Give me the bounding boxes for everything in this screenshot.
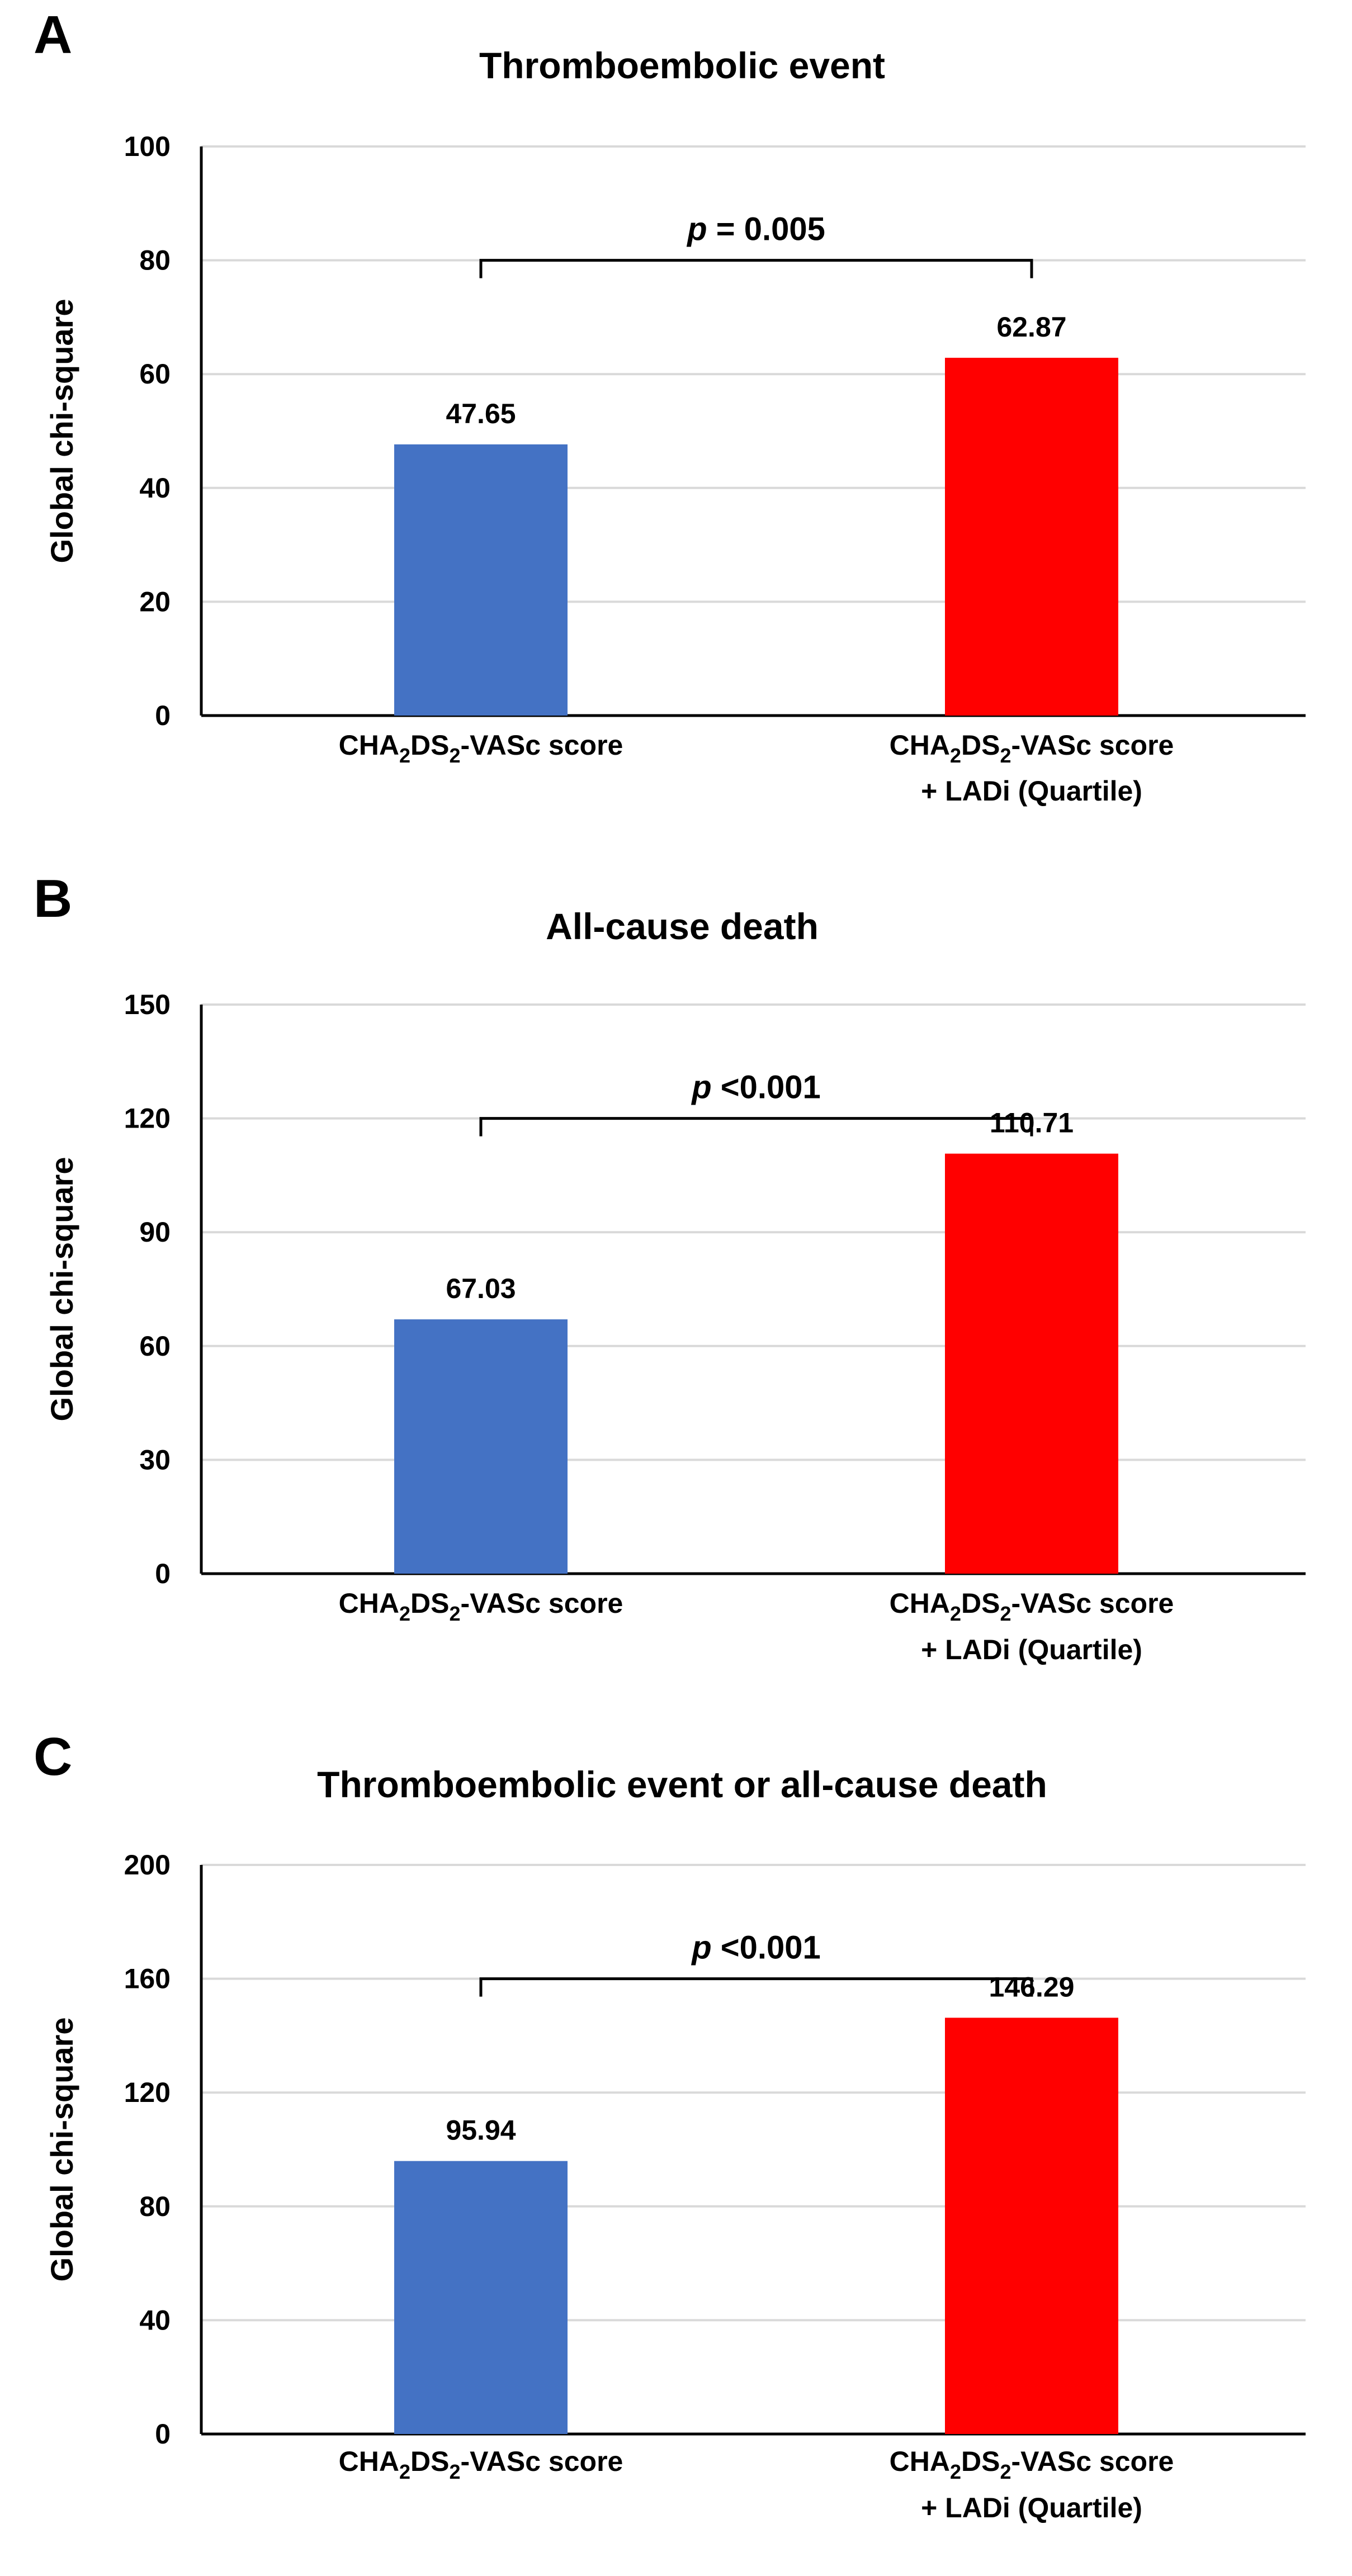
y-tick-label: 160 xyxy=(124,1963,171,1995)
p-value-label: p <0.001 xyxy=(691,1069,821,1106)
category-label-part: DS xyxy=(961,2446,1000,2477)
y-tick-label: 0 xyxy=(155,2418,171,2450)
category-label-part: CHA xyxy=(339,730,399,761)
category-label-subscript: 2 xyxy=(449,744,460,767)
category-label: CHA2DS2-VASc score xyxy=(339,730,623,767)
y-tick-label: 80 xyxy=(139,245,171,276)
p-value-label: p = 0.005 xyxy=(686,211,825,248)
category-label-part: DS xyxy=(961,1588,1000,1619)
category-label-subscript: 2 xyxy=(950,744,961,767)
p-value-label: p <0.001 xyxy=(691,1930,821,1966)
category-label-part: -VASc score xyxy=(460,1588,623,1619)
y-tick-label: 20 xyxy=(139,586,171,617)
y-axis-title: Global chi-square xyxy=(44,2018,79,2282)
p-symbol: p xyxy=(691,1069,711,1106)
p-symbol: p xyxy=(691,1930,711,1966)
category-label-subscript: 2 xyxy=(1000,2460,1011,2483)
category-label-subscript: 2 xyxy=(399,1602,410,1625)
data-label: 95.94 xyxy=(446,2115,516,2146)
p-symbol: p xyxy=(686,211,707,248)
p-value: = 0.005 xyxy=(707,211,825,248)
category-label-line2: + LADi (Quartile) xyxy=(921,1634,1142,1665)
category-label-part: CHA xyxy=(339,2446,399,2477)
y-tick-label: 0 xyxy=(155,700,171,731)
category-label-part: -VASc score xyxy=(460,730,623,761)
panel-letter: A xyxy=(34,5,72,65)
y-tick-label: 30 xyxy=(139,1444,171,1475)
category-label-line2: + LADi (Quartile) xyxy=(921,2492,1142,2523)
category-label-part: CHA xyxy=(890,2446,950,2477)
y-axis-title: Global chi-square xyxy=(44,299,79,564)
y-tick-label: 40 xyxy=(139,2304,171,2336)
panel-a: A Thromboembolic event 0 20 40 60 80 100 Global … xyxy=(34,5,1306,807)
y-tick-label: 90 xyxy=(139,1216,171,1248)
category-label-part: DS xyxy=(961,730,1000,761)
category-label: CHA2DS2-VASc score xyxy=(890,1588,1174,1625)
category-label-part: -VASc score xyxy=(1011,1588,1174,1619)
y-tick-label: 120 xyxy=(124,1103,171,1134)
y-tick-label: 200 xyxy=(124,1849,171,1881)
y-tick-label: 40 xyxy=(139,472,171,504)
y-tick-label: 150 xyxy=(124,989,171,1020)
data-label: 67.03 xyxy=(446,1273,516,1304)
data-label: 62.87 xyxy=(996,311,1066,343)
category-label: CHA2DS2-VASc score xyxy=(339,2446,623,2483)
category-label-part: DS xyxy=(410,2446,449,2477)
category-label-subscript: 2 xyxy=(1000,1602,1011,1625)
bar-baseline xyxy=(394,2161,568,2434)
category-label-line2: + LADi (Quartile) xyxy=(921,775,1142,807)
category-label-part: DS xyxy=(410,1588,449,1619)
category-label: CHA2DS2-VASc score xyxy=(890,730,1174,767)
y-tick-label: 0 xyxy=(155,1558,171,1589)
p-value: <0.001 xyxy=(712,1930,821,1966)
category-label-subscript: 2 xyxy=(449,1602,460,1625)
y-tick-label: 60 xyxy=(139,1330,171,1362)
category-label: CHA2DS2-VASc score xyxy=(890,2446,1174,2483)
category-label: CHA2DS2-VASc score xyxy=(339,1588,623,1625)
bar-combined xyxy=(945,2018,1118,2434)
panel-b: B All-cause death 0 30 60 90 120 150 Global chi-… xyxy=(34,869,1306,1665)
category-label-subscript: 2 xyxy=(950,1602,961,1625)
category-label-subscript: 2 xyxy=(399,744,410,767)
significance-bracket xyxy=(479,259,1033,278)
panel-letter: B xyxy=(34,869,72,929)
category-label-part: CHA xyxy=(890,1588,950,1619)
data-label: 47.65 xyxy=(446,398,516,429)
bar-baseline xyxy=(394,1319,568,1574)
p-value: <0.001 xyxy=(712,1069,821,1106)
category-label-part: CHA xyxy=(890,730,950,761)
chart-title: Thromboembolic event xyxy=(479,45,885,86)
category-label-part: CHA xyxy=(339,1588,399,1619)
category-label-part: -VASc score xyxy=(1011,2446,1174,2477)
chart-title: All-cause death xyxy=(546,906,819,947)
y-tick-label: 120 xyxy=(124,2077,171,2108)
panel-letter: C xyxy=(34,1727,72,1787)
y-axis-title: Global chi-square xyxy=(44,1157,79,1422)
category-label-subscript: 2 xyxy=(399,2460,410,2483)
category-label-part: -VASc score xyxy=(1011,730,1174,761)
bar-baseline xyxy=(394,444,568,716)
category-label-part: -VASc score xyxy=(460,2446,623,2477)
y-tick-label: 60 xyxy=(139,358,171,390)
chart-title: Thromboembolic event or all-cause death xyxy=(317,1764,1047,1805)
y-tick-label: 100 xyxy=(124,131,171,162)
category-label-subscript: 2 xyxy=(1000,744,1011,767)
bar-combined xyxy=(945,1153,1118,1574)
bar-combined xyxy=(945,357,1118,716)
category-label-part: DS xyxy=(410,730,449,761)
category-label-subscript: 2 xyxy=(950,2460,961,2483)
panel-c: C Thromboembolic event or all-cause death… xyxy=(34,1727,1306,2523)
significance-bracket xyxy=(479,1117,1033,1137)
significance-bracket xyxy=(479,1977,1033,1997)
category-label-subscript: 2 xyxy=(449,2460,460,2483)
y-tick-label: 80 xyxy=(139,2191,171,2222)
